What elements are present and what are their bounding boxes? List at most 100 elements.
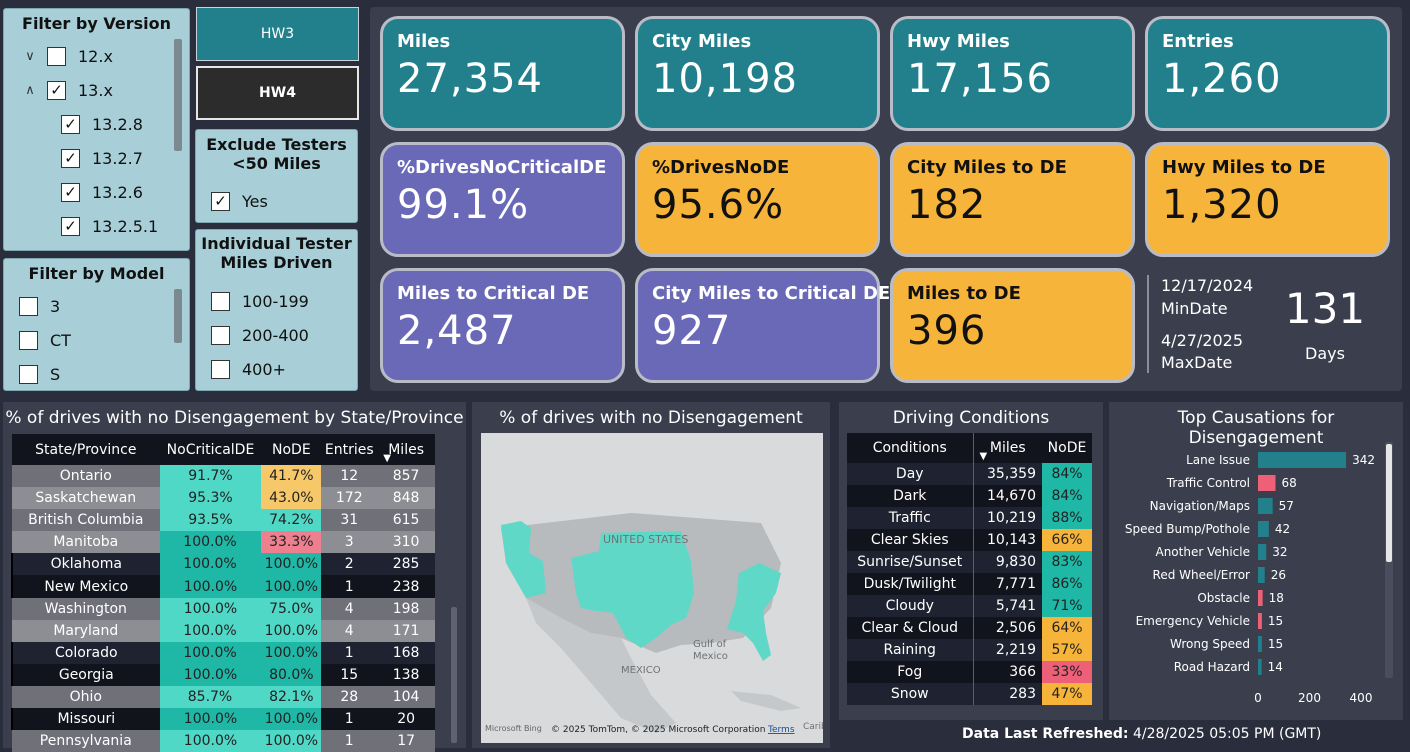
- exclude-testers-yes[interactable]: ✓ Yes: [211, 192, 268, 211]
- version-item-13x[interactable]: ∧ ✓ 13.x: [19, 81, 113, 100]
- node-cell: 100.0%: [261, 553, 322, 576]
- col-header-cond-miles[interactable]: ▼ Miles: [972, 433, 1042, 463]
- bar[interactable]: [1258, 590, 1263, 606]
- hw4-button[interactable]: HW4: [196, 66, 359, 120]
- table-row[interactable]: Dark 14,670 84%: [847, 485, 1092, 507]
- exclude-testers-title-1: Exclude Testers: [206, 135, 347, 154]
- table-row[interactable]: Saskatchewan 95.3% 43.0% 172 848: [12, 487, 435, 510]
- table-row[interactable]: Georgia 100.0% 80.0% 15 138: [11, 663, 435, 686]
- checkbox-checked-icon[interactable]: ✓: [61, 183, 80, 202]
- table-row[interactable]: Cloudy 5,741 71%: [847, 595, 1092, 617]
- table-row[interactable]: Dusk/Twilight 7,771 86%: [847, 573, 1092, 595]
- table-row[interactable]: Oklahoma 100.0% 100.0% 2 285: [11, 553, 435, 576]
- condition-node-cell: 84%: [1042, 463, 1092, 485]
- causations-scrollbar-thumb[interactable]: [1386, 444, 1392, 562]
- checkbox-icon[interactable]: [211, 360, 230, 379]
- chevron-up-icon[interactable]: ∧: [25, 83, 35, 98]
- model-label: CT: [50, 331, 71, 350]
- checkbox-checked-icon[interactable]: ✓: [47, 81, 66, 100]
- table-row[interactable]: Missouri 100.0% 100.0% 1 20: [11, 708, 435, 731]
- col-header-state[interactable]: State/Province: [35, 441, 137, 458]
- node-cell: 74.2%: [261, 509, 322, 532]
- version-item-13-2-5-1[interactable]: ✓ 13.2.5.1: [61, 217, 158, 236]
- table-row[interactable]: New Mexico 100.0% 100.0% 1 238: [11, 575, 435, 598]
- table-row[interactable]: British Columbia 93.5% 74.2% 31 615: [12, 509, 435, 532]
- model-item-s[interactable]: S: [19, 365, 60, 384]
- checkbox-icon[interactable]: [19, 365, 38, 384]
- node-cell: 100.0%: [261, 730, 322, 752]
- map-terms-link[interactable]: Terms: [767, 725, 795, 735]
- condition-node-cell: 84%: [1042, 485, 1092, 507]
- table-row[interactable]: Clear & Cloud 2,506 64%: [847, 617, 1092, 639]
- checkbox-checked-icon[interactable]: ✓: [61, 217, 80, 236]
- checkbox-checked-icon[interactable]: ✓: [211, 192, 230, 211]
- cuba-landmass: [731, 691, 801, 711]
- bar[interactable]: [1258, 659, 1262, 675]
- bar[interactable]: [1258, 498, 1273, 514]
- col-header-miles[interactable]: ▼ Miles: [377, 434, 435, 465]
- table-row[interactable]: Sunrise/Sunset 9,830 83%: [847, 551, 1092, 573]
- card-drives-no-de: %DrivesNoDE 95.6%: [635, 142, 880, 257]
- tester-miles-200-400[interactable]: 200-400: [211, 326, 309, 345]
- col-header-entries[interactable]: Entries: [324, 441, 374, 458]
- state-table-scrollbar[interactable]: [451, 607, 457, 743]
- table-row[interactable]: Clear Skies 10,143 66%: [847, 529, 1092, 551]
- category-label: Red Wheel/Error: [1153, 568, 1251, 582]
- bar[interactable]: [1258, 544, 1267, 560]
- highlight-west: [501, 521, 546, 598]
- bar[interactable]: [1258, 521, 1269, 537]
- table-row[interactable]: Day 35,359 84%: [847, 463, 1092, 485]
- model-scrollbar[interactable]: [174, 289, 182, 343]
- table-row[interactable]: Traffic 10,219 88%: [847, 507, 1092, 529]
- bar[interactable]: [1258, 452, 1347, 468]
- causations-title: Top Causations for Disengagement: [1177, 408, 1335, 448]
- checkbox-icon[interactable]: [211, 326, 230, 345]
- model-item-3[interactable]: 3: [19, 297, 60, 316]
- checkbox-checked-icon[interactable]: ✓: [61, 149, 80, 168]
- bar[interactable]: [1258, 636, 1262, 652]
- table-row[interactable]: Maryland 100.0% 100.0% 4 171: [12, 619, 435, 642]
- col-header-conditions[interactable]: Conditions: [872, 440, 947, 456]
- table-row[interactable]: Washington 100.0% 75.0% 4 198: [12, 597, 435, 620]
- tester-miles-100-199[interactable]: 100-199: [211, 292, 309, 311]
- bar[interactable]: [1258, 475, 1276, 491]
- col-header-cond-node[interactable]: NoDE: [1047, 440, 1087, 456]
- version-item-13-2-7[interactable]: ✓ 13.2.7: [61, 149, 143, 168]
- checkbox-icon[interactable]: [19, 297, 38, 316]
- version-label: 12.x: [78, 47, 113, 66]
- version-item-13-2-6[interactable]: ✓ 13.2.6: [61, 183, 143, 202]
- bar[interactable]: [1258, 567, 1265, 583]
- entries-cell: 1: [321, 575, 378, 598]
- chevron-down-icon[interactable]: ∨: [25, 49, 35, 64]
- version-item-13-2-8[interactable]: ✓ 13.2.8: [61, 115, 143, 134]
- miles-cell: 310: [377, 531, 435, 554]
- highlight-south: [571, 531, 694, 648]
- category-label: Wrong Speed: [1170, 637, 1250, 651]
- table-row[interactable]: Snow 283 47%: [847, 683, 1092, 705]
- checkbox-icon[interactable]: [47, 47, 66, 66]
- table-row[interactable]: Manitoba 100.0% 33.3% 3 310: [12, 531, 435, 554]
- col-header-nocritical[interactable]: NoCriticalDE: [166, 441, 255, 458]
- table-row[interactable]: Ontario 91.7% 41.7% 12 857: [12, 465, 435, 488]
- map-canvas[interactable]: UNITED STATES Gulf of Mexico MEXICO Cari…: [481, 433, 823, 743]
- table-row[interactable]: Colorado 100.0% 100.0% 1 168: [11, 641, 435, 664]
- checkbox-checked-icon[interactable]: ✓: [61, 115, 80, 134]
- sort-desc-icon[interactable]: ▼: [979, 451, 988, 462]
- model-item-ct[interactable]: CT: [19, 331, 71, 350]
- table-row[interactable]: Fog 366 33%: [847, 661, 1092, 683]
- map-label-mexico: MEXICO: [621, 665, 661, 676]
- table-row[interactable]: Raining 2,219 57%: [847, 639, 1092, 661]
- condition-miles-cell: 2,506: [972, 617, 1042, 639]
- state-cell: Oklahoma: [11, 553, 160, 576]
- checkbox-icon[interactable]: [19, 331, 38, 350]
- col-header-node[interactable]: NoDE: [272, 441, 311, 458]
- sort-desc-icon[interactable]: ▼: [383, 453, 391, 464]
- table-row[interactable]: Ohio 85.7% 82.1% 28 104: [12, 685, 435, 709]
- version-item-12x[interactable]: ∨ 12.x: [19, 47, 113, 66]
- version-scrollbar[interactable]: [174, 39, 182, 151]
- bar[interactable]: [1258, 613, 1262, 629]
- hw3-button[interactable]: HW3: [196, 7, 359, 61]
- table-row[interactable]: Pennsylvania 100.0% 100.0% 1 17: [12, 730, 435, 752]
- tester-miles-400-plus[interactable]: 400+: [211, 360, 286, 379]
- checkbox-icon[interactable]: [211, 292, 230, 311]
